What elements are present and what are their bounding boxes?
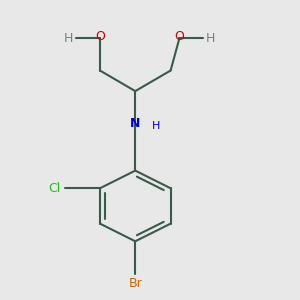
Text: H: H — [152, 122, 160, 131]
Text: H: H — [64, 32, 74, 45]
Text: O: O — [175, 30, 184, 43]
Text: N: N — [130, 117, 140, 130]
Text: H: H — [206, 32, 215, 45]
Text: Cl: Cl — [48, 182, 60, 195]
Text: O: O — [95, 30, 105, 43]
Text: Br: Br — [128, 277, 142, 290]
